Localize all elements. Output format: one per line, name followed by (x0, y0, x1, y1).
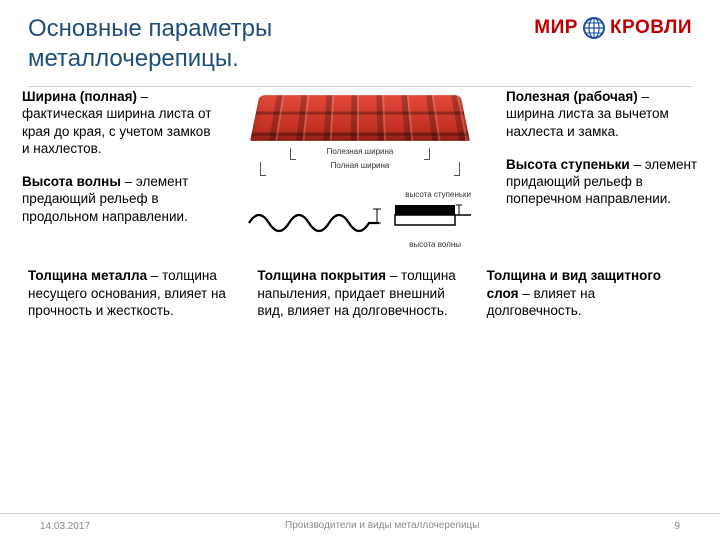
tile-illustration: Полезная ширина Полная ширина (245, 88, 475, 176)
outer-width-label: Полная ширина (261, 161, 459, 170)
term-title: Ширина (полная) (22, 89, 137, 104)
step-height-label: высота ступеньки (245, 190, 475, 199)
term-coating-thickness: Толщина покрытия – толщина напыления, пр… (257, 267, 462, 320)
slide-footer: 14.03.2017 Производители и виды металлоч… (0, 513, 720, 532)
logo-text-right: КРОВЛИ (610, 17, 692, 39)
header-divider (28, 86, 692, 87)
footer-page-number: 9 (674, 521, 680, 532)
term-protective-layer: Толщина и вид защитного слоя – влияет на… (487, 267, 692, 320)
term-title: Полезная (рабочая) (506, 89, 638, 104)
logo-text-left: МИР (534, 17, 578, 39)
term-width-useful: Полезная (рабочая) – ширина листа за выч… (506, 88, 698, 140)
term-title: Толщина металла (28, 268, 147, 283)
slide-title: Основные параметры металлочерепицы. (28, 14, 408, 74)
term-metal-thickness: Толщина металла – толщина несущего основ… (28, 267, 233, 320)
tile-3d-icon (250, 95, 470, 141)
term-wave-height: Высота волны – элемент предающий рельеф … (22, 173, 214, 225)
footer-caption: Производители и виды металлочерепицы (90, 520, 674, 532)
wave-height-label: высота волны (409, 240, 461, 249)
term-step-height: Высота ступеньки – элемент придающий рел… (506, 156, 698, 208)
term-title: Толщина покрытия (257, 268, 386, 283)
term-width-full: Ширина (полная) – фактическая ширина лис… (22, 88, 214, 157)
globe-icon (582, 16, 606, 40)
width-diagram: Полезная ширина Полная ширина (255, 148, 465, 176)
term-title: Высота волны (22, 174, 121, 189)
brand-logo: МИР КРОВЛИ (534, 16, 692, 40)
footer-date: 14.03.2017 (40, 521, 90, 532)
term-title: Высота ступеньки (506, 157, 630, 172)
inner-width-label: Полезная ширина (291, 147, 429, 156)
wave-illustration: высота ступеньки высота волны (245, 190, 475, 249)
